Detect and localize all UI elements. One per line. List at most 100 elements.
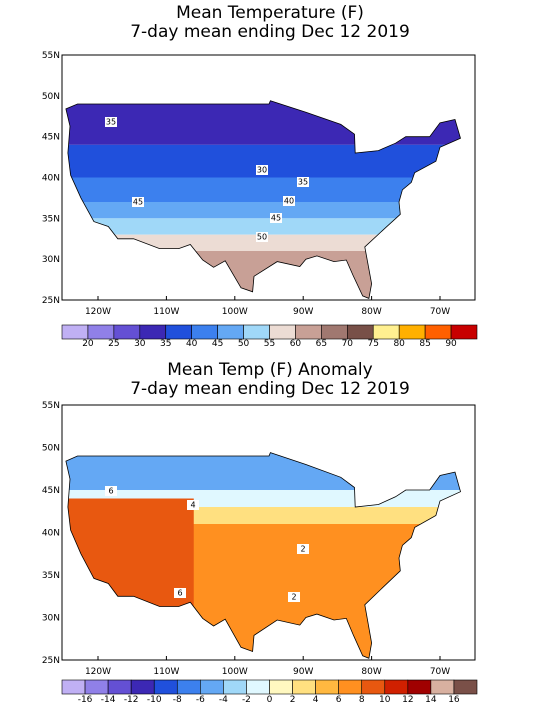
colorbar-label: 20 bbox=[82, 339, 94, 349]
contour-label-bg bbox=[288, 592, 300, 602]
us-outline bbox=[65, 100, 461, 299]
lat-label: 30N bbox=[42, 614, 60, 624]
colorbar-label: -12 bbox=[124, 695, 139, 705]
contour-label-bg bbox=[174, 588, 186, 598]
contour-label: 2 bbox=[300, 545, 305, 554]
colorbar-label: 10 bbox=[379, 695, 391, 705]
lat-label: 25N bbox=[42, 296, 60, 306]
band bbox=[65, 177, 461, 202]
colorbar-box bbox=[61, 679, 86, 695]
colorbar-box bbox=[292, 679, 316, 695]
lon-label: 90W bbox=[293, 667, 313, 677]
colorbar-box bbox=[176, 679, 201, 695]
panel-title: Mean Temperature (F) bbox=[176, 3, 364, 23]
colorbar-box bbox=[223, 679, 247, 695]
colorbar-label: 75 bbox=[368, 339, 379, 349]
colorbar-label: -16 bbox=[78, 695, 93, 705]
lon-label: 70W bbox=[430, 307, 450, 317]
lat-label: 45N bbox=[42, 133, 60, 143]
lat-label: 25N bbox=[42, 656, 60, 666]
contour-label-bg bbox=[105, 117, 117, 127]
panel-title: Mean Temp (F) Anomaly bbox=[167, 360, 372, 380]
lon-label: 70W bbox=[430, 667, 450, 677]
colorbar-box bbox=[246, 679, 270, 695]
contour-label-bg bbox=[187, 500, 199, 510]
contour-label: 4 bbox=[190, 501, 195, 510]
lat-label: 50N bbox=[42, 444, 60, 454]
lat-label: 50N bbox=[42, 92, 60, 102]
lon-label: 80W bbox=[361, 307, 381, 317]
band bbox=[65, 144, 461, 178]
colorbar-label: 85 bbox=[419, 339, 430, 349]
colorbar-box bbox=[321, 324, 348, 340]
colorbar-label: 8 bbox=[359, 695, 365, 705]
colorbar-box bbox=[165, 324, 192, 340]
colorbar-label: 50 bbox=[238, 339, 250, 349]
us-outline bbox=[65, 452, 461, 659]
colorbar-box bbox=[384, 679, 409, 695]
contour-label-bg bbox=[132, 197, 144, 207]
colorbar-box bbox=[453, 679, 478, 695]
band bbox=[65, 234, 461, 251]
colorbar-label: -14 bbox=[101, 695, 116, 705]
contour-label: 30 bbox=[257, 166, 267, 175]
colorbar-label: 30 bbox=[134, 339, 146, 349]
contour-label-bg bbox=[270, 213, 282, 223]
contour-label: 40 bbox=[284, 197, 294, 206]
colorbar-box bbox=[243, 324, 270, 340]
colorbar-box bbox=[84, 679, 109, 695]
colorbar-label: 0 bbox=[267, 695, 273, 705]
colorbar-box bbox=[372, 324, 400, 340]
colorbar-box bbox=[107, 679, 132, 695]
contour-label: 35 bbox=[106, 118, 116, 127]
colorbar-box bbox=[347, 324, 374, 340]
colorbar-box bbox=[269, 679, 293, 695]
colorbar-box bbox=[61, 324, 89, 340]
colorbar-label: 60 bbox=[290, 339, 302, 349]
colorbar-box bbox=[139, 324, 167, 340]
lat-label: 40N bbox=[42, 174, 60, 184]
colorbar-box bbox=[217, 324, 244, 340]
colorbar-label: 45 bbox=[212, 339, 223, 349]
colorbar-label: 6 bbox=[336, 695, 342, 705]
lat-label: 45N bbox=[42, 486, 60, 496]
lon-label: 100W bbox=[222, 667, 248, 677]
colorbar-label: -6 bbox=[196, 695, 205, 705]
colorbar-label: 55 bbox=[264, 339, 275, 349]
contour-label-bg bbox=[283, 196, 295, 206]
colorbar-label: -10 bbox=[147, 695, 162, 705]
band bbox=[65, 202, 461, 219]
colorbar-label: 80 bbox=[393, 339, 405, 349]
colorbar-label: 40 bbox=[186, 339, 198, 349]
lon-label: 110W bbox=[153, 307, 179, 317]
contour-label: 35 bbox=[298, 178, 308, 187]
lon-label: 110W bbox=[153, 667, 179, 677]
lat-label: 55N bbox=[42, 401, 60, 411]
colorbar-box bbox=[200, 679, 224, 695]
lat-label: 40N bbox=[42, 529, 60, 539]
colorbar-label: 25 bbox=[108, 339, 119, 349]
panel-title: 7-day mean ending Dec 12 2019 bbox=[130, 379, 410, 399]
colorbar-box bbox=[361, 679, 386, 695]
contour-label: 6 bbox=[177, 589, 182, 598]
contour-label: 6 bbox=[108, 487, 113, 496]
colorbar-label: 35 bbox=[160, 339, 171, 349]
contour-label-bg bbox=[256, 232, 268, 242]
colorbar-box bbox=[338, 679, 363, 695]
lon-label: 100W bbox=[222, 307, 248, 317]
colorbar-label: 90 bbox=[445, 339, 457, 349]
contour-label-bg bbox=[297, 177, 309, 187]
lat-label: 35N bbox=[42, 214, 60, 224]
contour-fill bbox=[65, 100, 461, 299]
contour-label: 50 bbox=[257, 233, 267, 242]
colorbar-label: -2 bbox=[242, 695, 251, 705]
colorbar-label: 14 bbox=[425, 695, 437, 705]
colorbar-box bbox=[315, 679, 339, 695]
colorbar-label: 16 bbox=[448, 695, 460, 705]
contour-label-bg bbox=[105, 486, 117, 496]
colorbar-box bbox=[450, 324, 478, 340]
lon-label: 120W bbox=[85, 307, 111, 317]
colorbar-box bbox=[130, 679, 155, 695]
contour-label: 2 bbox=[291, 593, 296, 602]
colorbar-label: -4 bbox=[219, 695, 228, 705]
